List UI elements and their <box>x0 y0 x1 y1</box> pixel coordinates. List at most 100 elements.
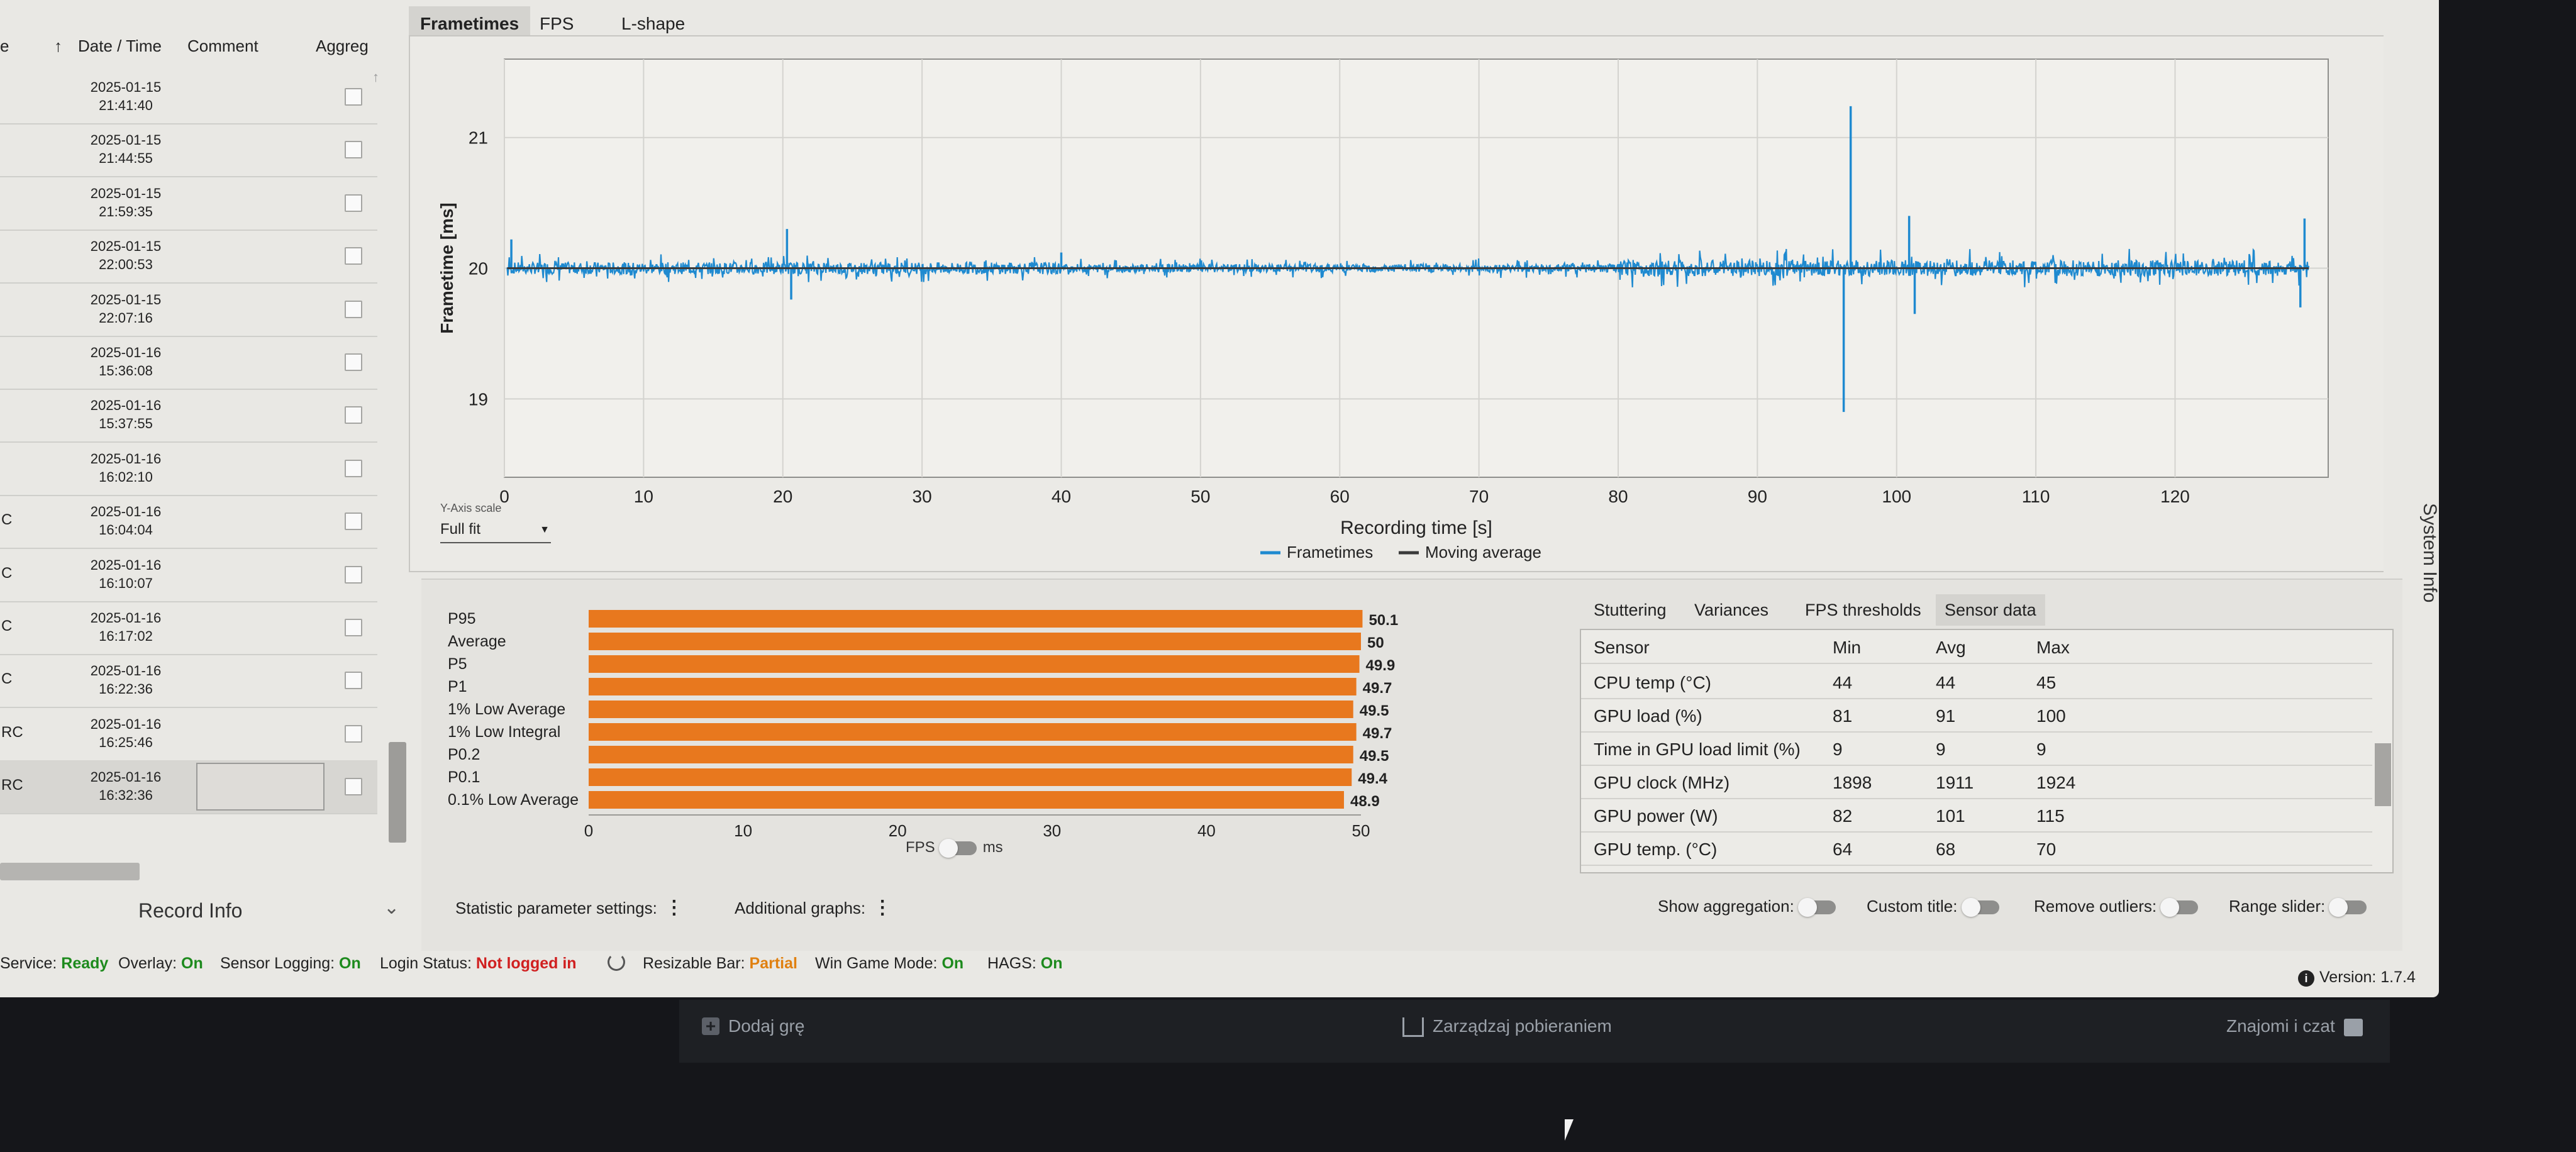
run-time: 16:04:04 <box>99 522 153 538</box>
sensor-row: GPU power (W) 82 101 115 <box>1581 799 2372 833</box>
table-row[interactable]: 2025-01-15 22:07:16 <box>0 283 377 337</box>
x-tick-label: 100 <box>1882 487 1911 506</box>
statistic-settings-option[interactable]: Statistic parameter settings: ⋮ <box>455 897 684 919</box>
overlay-value: On <box>181 955 203 972</box>
sort-up-icon[interactable]: ↑ <box>54 36 62 55</box>
login-value: Not logged in <box>475 955 577 972</box>
bar-value-label: 49.7 <box>1363 725 1392 742</box>
aggregation-checkbox[interactable] <box>345 724 362 743</box>
login-label: Login Status: <box>380 955 472 972</box>
resizable-bar-status: Resizable Bar: Partial <box>643 955 797 973</box>
aggregation-checkbox[interactable] <box>345 512 362 531</box>
table-row[interactable]: RC 2025-01-16 16:25:46 <box>0 707 377 762</box>
table-row[interactable]: 2025-01-15 21:44:55 <box>0 123 377 178</box>
manage-downloads-button[interactable]: Zarządzaj pobieraniem <box>1402 1016 1612 1038</box>
tab-variances[interactable]: Variances <box>1694 601 1769 619</box>
aggregation-checkbox[interactable] <box>345 459 362 477</box>
aggregation-checkbox[interactable] <box>345 247 362 265</box>
bar-value-label: 49.7 <box>1363 680 1392 697</box>
aggregation-checkbox[interactable] <box>345 300 362 318</box>
run-time: 21:41:40 <box>99 97 153 113</box>
sensor-min: 64 <box>1833 839 1853 859</box>
list-horizontal-scrollbar[interactable] <box>0 863 140 880</box>
tab-fps[interactable]: FPS <box>540 14 574 33</box>
sensor-scroll-thumb[interactable] <box>2375 743 2391 806</box>
table-row[interactable]: 2025-01-16 15:36:08 <box>0 336 377 390</box>
table-row[interactable]: C 2025-01-16 16:10:07 <box>0 548 377 602</box>
list-scroll-up-icon[interactable]: ↑ <box>372 69 379 85</box>
custom-title-option: Custom title: <box>1867 897 2006 917</box>
system-info-tab[interactable]: System Info <box>2419 503 2439 603</box>
table-row[interactable]: C 2025-01-16 16:17:02 <box>0 601 377 655</box>
table-row[interactable]: 2025-01-15 21:59:35 <box>0 177 377 231</box>
unit-ms-label: ms <box>982 839 1003 856</box>
table-row[interactable]: 2025-01-16 15:37:55 <box>0 389 377 443</box>
aggregation-checkbox[interactable] <box>345 353 362 371</box>
sensor-logging-label: Sensor Logging: <box>220 955 335 972</box>
sensor-avg: 91 <box>1936 706 1956 726</box>
aggregation-checkbox[interactable] <box>345 565 362 584</box>
run-time: 22:07:16 <box>99 309 153 326</box>
run-date: 2025-01-16 <box>90 610 162 626</box>
table-row[interactable]: C 2025-01-16 16:04:04 <box>0 495 377 550</box>
col-header-aggreg[interactable]: Aggreg <box>316 36 369 55</box>
table-row[interactable]: RC 2025-01-16 16:32:36 <box>0 760 377 815</box>
sensor-table-scrollbar[interactable] <box>2372 630 2391 872</box>
add-game-button[interactable]: + Dodaj grę <box>702 1016 804 1036</box>
col-header-comment[interactable]: Comment <box>187 36 258 55</box>
run-date-time: 2025-01-16 15:36:08 <box>63 343 189 380</box>
sensor-row: GPU clock (MHz) 1898 1911 1924 <box>1581 765 2372 799</box>
table-row[interactable]: 2025-01-15 21:41:40 <box>0 70 377 125</box>
run-date-time: 2025-01-16 16:17:02 <box>63 609 189 645</box>
tab-l-shape[interactable]: L-shape <box>621 14 686 33</box>
sensor-max: 45 <box>2036 673 2057 692</box>
tab-sensor-data[interactable]: Sensor data <box>1936 594 2045 626</box>
col-header-e[interactable]: e <box>0 36 9 55</box>
table-row[interactable]: 2025-01-15 22:00:53 <box>0 230 377 284</box>
aggregation-checkbox[interactable] <box>345 88 362 106</box>
aggregation-checkbox[interactable] <box>345 194 362 212</box>
tab-fps-thresholds[interactable]: FPS thresholds <box>1805 601 1921 619</box>
comment-input[interactable] <box>196 763 325 811</box>
run-date: 2025-01-16 <box>90 450 162 467</box>
unit-toggle[interactable]: FPS ms <box>906 838 1003 858</box>
more-vert-icon[interactable]: ⋮ <box>873 897 892 918</box>
run-list-panel: e ↑ Date / Time Comment Aggreg ↑ 2025-01… <box>0 0 409 943</box>
list-vertical-scrollbar[interactable] <box>389 742 406 843</box>
run-date: 2025-01-15 <box>90 185 162 201</box>
remove-outliers-toggle[interactable] <box>2160 898 2199 917</box>
table-row[interactable]: C 2025-01-16 16:22:36 <box>0 654 377 709</box>
sensor-name: GPU load (%) <box>1594 706 1702 726</box>
run-list-header: e ↑ Date / Time Comment Aggreg <box>0 25 377 69</box>
aggregation-checkbox[interactable] <box>345 778 362 796</box>
status-bar: Service: Ready Overlay: On Sensor Loggin… <box>0 947 2439 987</box>
refresh-icon[interactable] <box>608 953 625 971</box>
sensor-row: GPU temp. (°C) 64 68 70 <box>1581 832 2372 866</box>
col-header-date-time[interactable]: Date / Time <box>78 36 162 55</box>
sensor-min: 82 <box>1833 806 1853 826</box>
y-axis-scale-select[interactable]: Full fit ▼ <box>440 521 551 543</box>
record-info-expander[interactable]: Record Info ⌄ <box>0 880 409 933</box>
aggregation-checkbox[interactable] <box>345 672 362 690</box>
show-aggregation-toggle[interactable] <box>1797 898 1836 917</box>
custom-title-toggle[interactable] <box>1961 898 1999 917</box>
overlay-label: Overlay: <box>118 955 177 972</box>
aggregation-checkbox[interactable] <box>345 406 362 424</box>
additional-graphs-option[interactable]: Additional graphs: ⋮ <box>735 897 892 919</box>
unit-toggle-switch[interactable] <box>938 838 977 858</box>
fps-metrics-bar-chart: P95 50.1 Average 50 P5 49.9 P1 49.7 1% Low Avera… <box>448 610 1398 840</box>
metric-bar <box>589 746 1353 763</box>
more-vert-icon[interactable]: ⋮ <box>664 897 684 918</box>
aggregation-checkbox[interactable] <box>345 141 362 159</box>
table-row[interactable]: 2025-01-16 16:02:10 <box>0 442 377 496</box>
friends-chat-button[interactable]: Znajomi i czat <box>2226 1016 2363 1036</box>
service-status: Service: Ready <box>0 955 108 973</box>
tab-stuttering[interactable]: Stuttering <box>1594 601 1667 619</box>
aggregation-checkbox[interactable] <box>345 619 362 636</box>
frametime-chart[interactable]: 0 10 20 30 40 50 60 70 80 90 100 110 120 19 20 21 Record… <box>410 36 2423 571</box>
sensor-row: Time in GPU load limit (%) 9 9 9 <box>1581 732 2372 766</box>
range-slider-toggle[interactable] <box>2329 898 2367 917</box>
sensor-avg: 101 <box>1936 806 1965 826</box>
x-tick-label: 40 <box>1052 487 1071 506</box>
run-time: 22:00:53 <box>99 257 153 273</box>
